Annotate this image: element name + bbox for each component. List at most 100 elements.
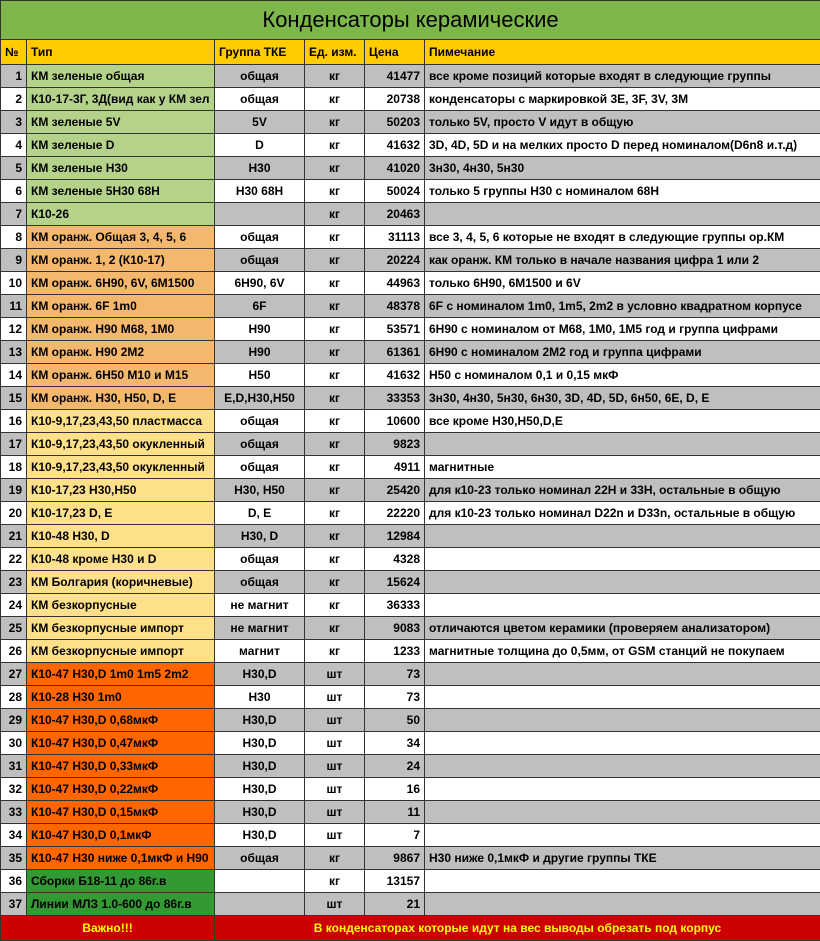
row-group: общая [215,65,305,88]
row-note [425,732,820,755]
row-group: Н30,D [215,709,305,732]
row-group: общая [215,88,305,111]
row-price: 9083 [365,617,425,640]
row-number: 22 [1,548,27,571]
row-group: Н30,D [215,732,305,755]
row-price: 9867 [365,847,425,870]
row-unit: кг [305,525,365,548]
row-type: К10-47 Н30,D 0,47мкФ [27,732,215,755]
row-price: 34 [365,732,425,755]
row-number: 14 [1,364,27,387]
row-group: не магнит [215,617,305,640]
table-row: 1КМ зеленые общаяобщаякг41477все кроме п… [1,65,820,88]
row-price: 25420 [365,479,425,502]
row-note: 3н30, 4н30, 5н30, 6н30, 3D, 4D, 5D, 6н50… [425,387,820,410]
row-number: 31 [1,755,27,778]
row-price: 10600 [365,410,425,433]
row-price: 41020 [365,157,425,180]
table-row: 3КМ зеленые 5V5Vкг50203только 5V, просто… [1,111,820,134]
row-unit: шт [305,824,365,847]
table-row: 7К10-26кг20463 [1,203,820,226]
row-group: Н30,D [215,778,305,801]
row-unit: шт [305,709,365,732]
header-num: № [1,40,27,65]
row-number: 36 [1,870,27,893]
row-unit: шт [305,893,365,916]
table-row: 10КМ оранж. 6Н90, 6V, 6М15006Н90, 6Vкг44… [1,272,820,295]
row-unit: кг [305,226,365,249]
title-row: Конденсаторы керамические [1,1,820,40]
table-row: 25КМ безкорпусные импортне магниткг9083о… [1,617,820,640]
row-price: 44963 [365,272,425,295]
row-number: 25 [1,617,27,640]
row-note: 6Н90 с номиналом 2М2 год и группа цифрам… [425,341,820,364]
table-row: 33К10-47 Н30,D 0,15мкФН30,Dшт11 [1,801,820,824]
row-note: все 3, 4, 5, 6 которые не входят в следу… [425,226,820,249]
row-type: К10-47 Н30,D 0,15мкФ [27,801,215,824]
row-number: 15 [1,387,27,410]
row-price: 1233 [365,640,425,663]
table-row: 2К10-17-3Г, 3Д(вид как у КМ зелобщаякг20… [1,88,820,111]
table-row: 35К10-47 Н30 ниже 0,1мкФ и Н90общаякг986… [1,847,820,870]
row-number: 30 [1,732,27,755]
row-group: общая [215,249,305,272]
table-row: 4КМ зеленые DDкг416323D, 4D, 5D и на мел… [1,134,820,157]
row-note: 6F с номиналом 1m0, 1m5, 2m2 в условно к… [425,295,820,318]
table-row: 30К10-47 Н30,D 0,47мкФН30,Dшт34 [1,732,820,755]
row-unit: кг [305,134,365,157]
row-note: магнитные [425,456,820,479]
row-type: КМ безкорпусные импорт [27,640,215,663]
row-type: КМ оранж. 6Н90, 6V, 6М1500 [27,272,215,295]
row-number: 26 [1,640,27,663]
header-row: №ТипГруппа ТКЕЕд. изм.ЦенаПимечание [1,40,820,65]
row-group: общая [215,410,305,433]
row-note: для к10-23 только номинал D22n и D33n, о… [425,502,820,525]
row-price: 61361 [365,341,425,364]
row-group: общая [215,456,305,479]
row-type: Сборки Б18-11 до 86г.в [27,870,215,893]
row-unit: кг [305,433,365,456]
row-note [425,824,820,847]
row-price: 16 [365,778,425,801]
row-group: общая [215,548,305,571]
row-number: 34 [1,824,27,847]
table-row: 26КМ безкорпусные импортмагниткг1233магн… [1,640,820,663]
row-note: Н30 ниже 0,1мкФ и другие группы ТКЕ [425,847,820,870]
row-type: КМ безкорпусные импорт [27,617,215,640]
table-row: 6КМ зеленые 5Н30 68НН30 68Нкг50024только… [1,180,820,203]
row-type: КМ зеленые 5Н30 68Н [27,180,215,203]
row-note: 6Н90 с номиналом от М68, 1М0, 1М5 год и … [425,318,820,341]
row-note [425,801,820,824]
row-group: общая [215,847,305,870]
row-number: 20 [1,502,27,525]
row-type: КМ оранж. Н90 М68, 1М0 [27,318,215,341]
row-unit: кг [305,249,365,272]
row-type: К10-17,23 Н30,Н50 [27,479,215,502]
row-number: 19 [1,479,27,502]
header-unit: Ед. изм. [305,40,365,65]
row-note: только 6Н90, 6М1500 и 6V [425,272,820,295]
row-note: как оранж. КМ только в начале названия ц… [425,249,820,272]
row-unit: шт [305,686,365,709]
row-group: Н90 [215,341,305,364]
row-price: 48378 [365,295,425,318]
row-number: 18 [1,456,27,479]
row-price: 50024 [365,180,425,203]
table-row: 12КМ оранж. Н90 М68, 1М0Н90кг535716Н90 с… [1,318,820,341]
table-row: 14КМ оранж. 6Н50 М10 и М15Н50кг41632Н50 … [1,364,820,387]
row-note [425,686,820,709]
row-number: 37 [1,893,27,916]
row-type: К10-47 Н30 ниже 0,1мкФ и Н90 [27,847,215,870]
row-note [425,433,820,456]
table-row: 37Линии МЛЗ 1.0-600 до 86г.вшт21 [1,893,820,916]
row-note: только 5 группы Н30 с номиналом 68Н [425,180,820,203]
table-row: 20К10-17,23 D, ED, Eкг22220для к10-23 то… [1,502,820,525]
row-unit: шт [305,801,365,824]
row-unit: кг [305,180,365,203]
row-unit: кг [305,364,365,387]
row-price: 9823 [365,433,425,456]
row-note [425,548,820,571]
table-row: 16К10-9,17,23,43,50 пластмассаобщаякг106… [1,410,820,433]
row-type: К10-48 Н30, D [27,525,215,548]
row-number: 11 [1,295,27,318]
